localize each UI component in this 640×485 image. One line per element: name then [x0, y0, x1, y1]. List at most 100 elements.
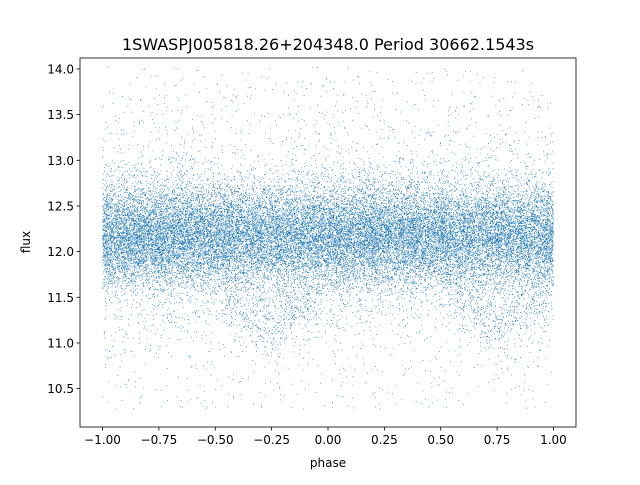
data-point — [356, 287, 357, 288]
data-point — [475, 250, 476, 251]
data-point — [281, 257, 282, 258]
data-point — [232, 270, 233, 271]
data-point — [454, 225, 455, 226]
data-point — [215, 131, 216, 132]
data-point — [313, 287, 314, 288]
data-point — [344, 188, 345, 189]
data-point — [232, 101, 233, 102]
data-point — [337, 191, 338, 192]
data-point — [184, 243, 185, 244]
data-point — [515, 343, 516, 344]
data-point — [166, 266, 167, 267]
data-point — [224, 205, 225, 206]
data-point — [371, 278, 372, 279]
data-point — [537, 107, 538, 108]
data-point — [552, 272, 553, 273]
data-point — [147, 201, 148, 202]
data-point — [360, 242, 361, 243]
data-point — [459, 224, 460, 225]
data-point — [319, 223, 320, 224]
data-point — [442, 164, 443, 165]
data-point — [368, 251, 369, 252]
data-point — [260, 288, 261, 289]
data-point — [501, 275, 502, 276]
data-point — [455, 182, 456, 183]
data-point — [518, 235, 519, 236]
data-point — [405, 282, 406, 283]
data-point — [220, 204, 221, 205]
data-point — [251, 209, 252, 210]
data-point — [239, 262, 240, 263]
data-point — [121, 224, 122, 225]
data-point — [406, 279, 407, 280]
data-point — [343, 213, 344, 214]
data-point — [172, 264, 173, 265]
data-point — [484, 213, 485, 214]
data-point — [152, 294, 153, 295]
data-point — [492, 268, 493, 269]
data-point — [164, 241, 165, 242]
data-point — [103, 285, 104, 286]
data-point — [198, 397, 199, 398]
data-point — [496, 273, 497, 274]
data-point — [172, 193, 173, 194]
data-point — [345, 231, 346, 232]
data-point — [356, 205, 357, 206]
data-point — [262, 212, 263, 213]
data-point — [164, 225, 165, 226]
data-point — [197, 207, 198, 208]
data-point — [269, 216, 270, 217]
data-point — [112, 261, 113, 262]
data-point — [535, 308, 536, 309]
data-point — [544, 204, 545, 205]
data-point — [146, 338, 147, 339]
data-point — [397, 193, 398, 194]
data-point — [246, 300, 247, 301]
data-point — [153, 150, 154, 151]
data-point — [444, 241, 445, 242]
data-point — [128, 148, 129, 149]
data-point — [320, 292, 321, 293]
data-point — [253, 312, 254, 313]
data-point — [462, 259, 463, 260]
data-point — [157, 282, 158, 283]
data-point — [404, 247, 405, 248]
data-point — [406, 279, 407, 280]
data-point — [210, 285, 211, 286]
data-point — [454, 265, 455, 266]
data-point — [432, 206, 433, 207]
data-point — [175, 85, 176, 86]
data-point — [254, 222, 255, 223]
data-point — [252, 340, 253, 341]
data-point — [385, 281, 386, 282]
data-point — [471, 194, 472, 195]
data-point — [203, 241, 204, 242]
data-point — [334, 291, 335, 292]
data-point — [516, 252, 517, 253]
data-point — [279, 203, 280, 204]
data-point — [530, 313, 531, 314]
data-point — [551, 249, 552, 250]
data-point — [290, 204, 291, 205]
data-point — [266, 206, 267, 207]
data-point — [532, 282, 533, 283]
data-point — [469, 219, 470, 220]
data-point — [131, 243, 132, 244]
data-point — [479, 250, 480, 251]
data-point — [109, 268, 110, 269]
data-point — [399, 255, 400, 256]
data-point — [150, 160, 151, 161]
data-point — [552, 242, 553, 243]
data-point — [158, 192, 159, 193]
data-point — [487, 343, 488, 344]
data-point — [534, 207, 535, 208]
data-point — [273, 265, 274, 266]
data-point — [288, 274, 289, 275]
data-point — [208, 262, 209, 263]
data-point — [294, 269, 295, 270]
data-point — [455, 190, 456, 191]
data-point — [140, 207, 141, 208]
data-point — [313, 203, 314, 204]
data-point — [328, 215, 329, 216]
data-point — [313, 291, 314, 292]
